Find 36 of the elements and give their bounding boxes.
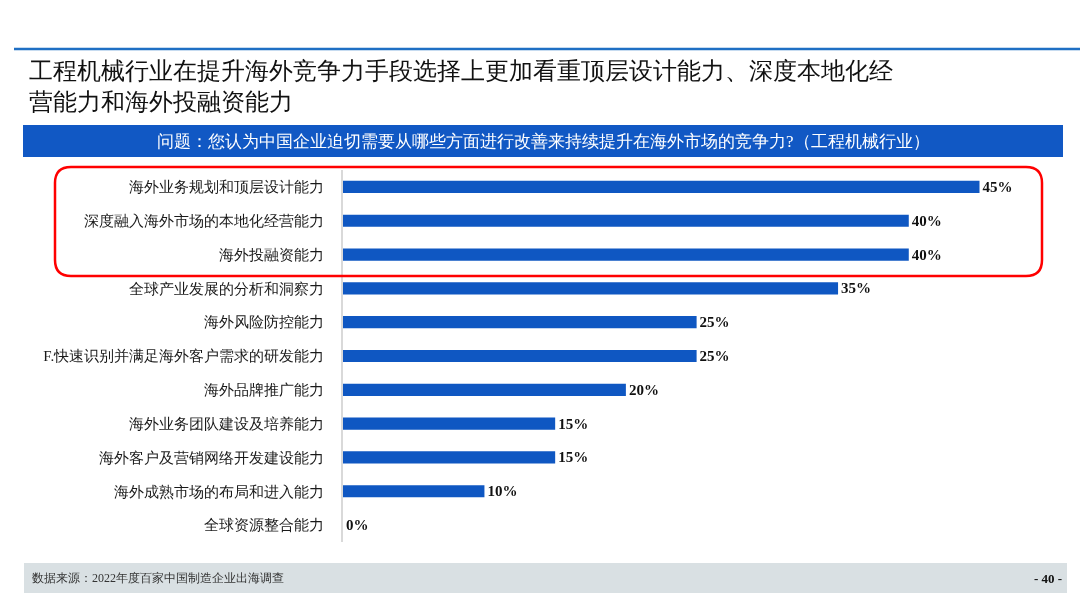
data-label: 45% — [982, 178, 1013, 195]
y-tick-label: 海外客户及营销网络开发建设能力 — [99, 449, 325, 466]
source-note: 数据来源：2022年度百家中国制造企业出海调查 — [32, 571, 284, 585]
text: - 40 - — [1034, 571, 1063, 586]
bar — [343, 349, 697, 363]
chart-title: 工程机械行业在提升海外竞争力手段选择上更加看重顶层设计能力、深度本地化经营能力和海外投融资能力 — [29, 58, 893, 116]
bar — [343, 316, 697, 329]
y-tick-label: 海外业务规划和顶层设计能力 — [129, 179, 325, 196]
bar — [343, 248, 909, 261]
bar — [343, 214, 909, 227]
data-label: 0% — [346, 517, 369, 534]
y-tick-label: 海外成熟市场的布局和进入能力 — [114, 483, 325, 500]
y-tick-label: 海外品牌推广能力 — [204, 382, 325, 399]
data-label: 25% — [699, 348, 730, 364]
chart-subtitle: 问题：您认为中国企业迫切需要从哪些方面进行改善来持续提升在海外市场的竞争力?（工程机械行业） — [157, 132, 930, 151]
bar — [343, 417, 556, 430]
data-label: 15% — [558, 415, 589, 432]
y-tick-label: 海外投融资能力 — [219, 246, 325, 263]
y-tick-label: 海外风险防控能力 — [204, 314, 325, 331]
bar — [343, 180, 980, 193]
y-tick-label: 全球产业发展的分析和洞察力 — [129, 280, 325, 297]
data-label: 35% — [841, 280, 872, 297]
y-tick-label: 深度融入海外市场的本地化经营能力 — [84, 212, 325, 229]
bar — [343, 282, 839, 295]
y-tick-label: 全球资源整合能力 — [204, 517, 325, 534]
bar — [343, 451, 556, 464]
data-label: 25% — [699, 314, 730, 331]
data-label: 20% — [628, 381, 659, 398]
data-label: 40% — [911, 212, 942, 229]
bar — [343, 485, 485, 498]
bar — [343, 383, 626, 396]
data-label: 15% — [558, 449, 589, 466]
data-label: 40% — [911, 246, 942, 263]
y-tick-label: F.快速识别并满足海外客户需求的研发能力 — [43, 348, 325, 365]
data-label: 10% — [487, 483, 518, 500]
y-tick-label: 海外业务团队建设及培养能力 — [129, 415, 325, 432]
